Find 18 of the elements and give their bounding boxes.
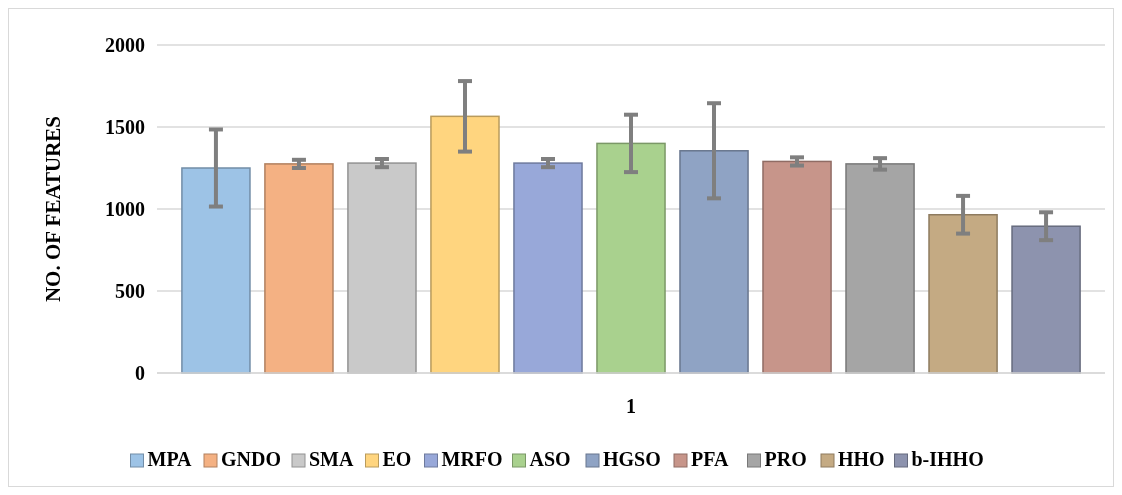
legend-label: HHO <box>838 448 885 470</box>
y-tick-label: 500 <box>115 280 145 302</box>
y-axis-title: NO. OF FEATURES <box>41 115 65 303</box>
legend-label: PFA <box>691 448 729 470</box>
y-tick-label: 0 <box>135 362 145 384</box>
y-tick-label: 2000 <box>105 34 145 56</box>
y-tick-label: 1500 <box>105 116 145 138</box>
legend-label: MPA <box>147 448 193 470</box>
legend-label: MRFO <box>441 448 503 470</box>
y-tick-label: 1000 <box>105 198 145 220</box>
legend-label: GNDO <box>221 448 281 470</box>
legend-label: b-IHHO <box>911 448 984 470</box>
legend-label: ASO <box>529 448 571 470</box>
legend-label: HGSO <box>603 448 661 470</box>
legend-label: SMA <box>309 448 354 470</box>
legend-label: EO <box>382 448 412 470</box>
legend-label: PRO <box>764 448 807 470</box>
x-tick-label: 1 <box>626 395 636 417</box>
